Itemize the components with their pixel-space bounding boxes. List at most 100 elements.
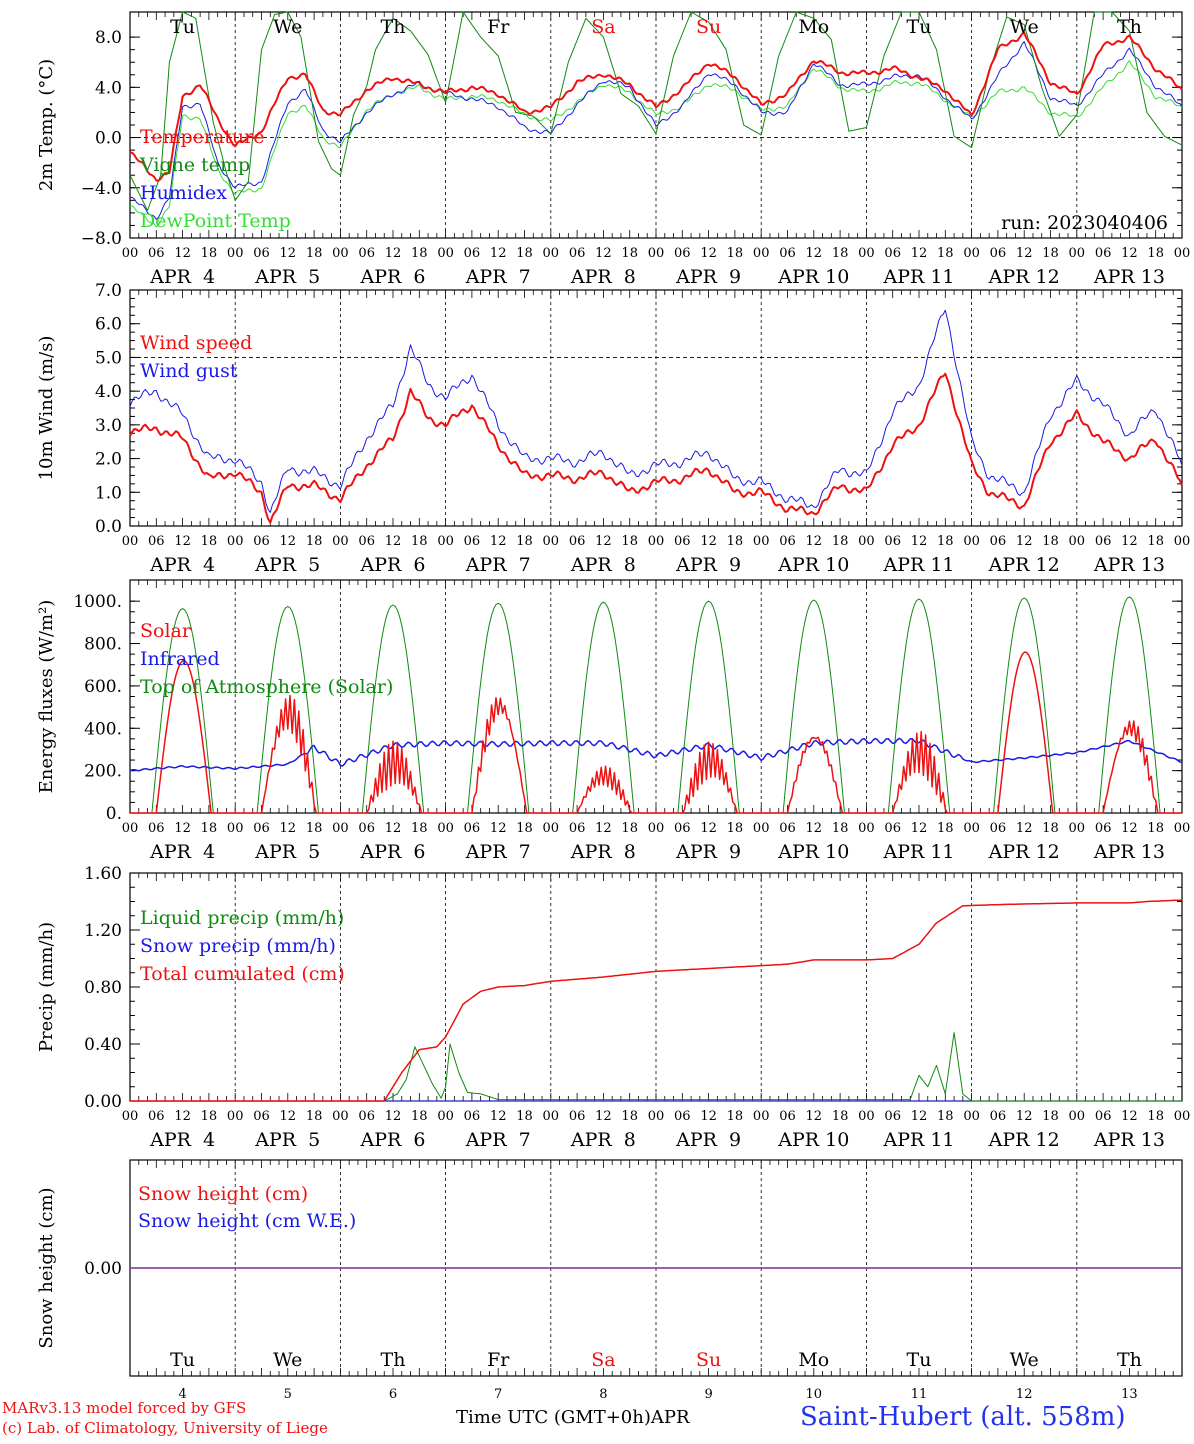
hour-tick-label: 06 (253, 821, 270, 836)
date-label: APR 8 (570, 266, 636, 288)
y-tick-label: 0.00 (84, 1092, 122, 1112)
hour-tick-label: 00 (753, 534, 770, 549)
hour-tick-label: 06 (779, 534, 796, 549)
hour-tick-label: 12 (700, 534, 717, 549)
date-label: APR 4 (149, 841, 215, 863)
series-line-temperature (129, 31, 1183, 182)
hour-tick-label: 06 (1095, 1109, 1112, 1124)
hour-tick-label: 12 (385, 534, 402, 549)
series-line-infrared (129, 737, 1183, 772)
date-label: APR 11 (882, 1129, 954, 1151)
hour-tick-label: 18 (832, 1109, 849, 1124)
weekday-label: Tu (907, 16, 932, 38)
hour-tick-label: 18 (621, 246, 638, 261)
y-tick-label: 0.0 (95, 129, 122, 149)
hour-tick-label: 06 (148, 246, 165, 261)
date-label: APR 7 (465, 1129, 531, 1151)
hour-tick-label: 12 (385, 246, 402, 261)
weekday-label: We (273, 1349, 302, 1371)
hour-tick-label: 18 (621, 534, 638, 549)
hour-tick-label: 12 (911, 1109, 928, 1124)
hour-tick-label: 12 (595, 534, 612, 549)
date-label: APR 11 (882, 554, 954, 576)
hour-tick-label: 18 (727, 246, 744, 261)
hour-tick-label: 12 (806, 534, 823, 549)
hour-tick-label: 06 (253, 246, 270, 261)
weekday-label: Tu (170, 16, 195, 38)
y-tick-label: 1.60 (84, 864, 122, 884)
hour-tick-label: 18 (937, 534, 954, 549)
hour-tick-label: 18 (201, 1109, 218, 1124)
hour-tick-label: 12 (595, 1109, 612, 1124)
series-line-wind-speed (129, 372, 1183, 524)
day-number-label: 6 (389, 1387, 397, 1402)
hour-tick-label: 00 (753, 821, 770, 836)
hour-tick-label: 00 (122, 246, 139, 261)
hour-tick-label: 12 (490, 1109, 507, 1124)
hour-tick-label: 00 (963, 534, 980, 549)
hour-tick-label: 06 (674, 1109, 691, 1124)
hour-tick-label: 12 (280, 534, 297, 549)
run-label: run: 2023040406 (1001, 212, 1168, 234)
hour-tick-label: 00 (1174, 821, 1191, 836)
hour-tick-label: 06 (148, 821, 165, 836)
hour-tick-label: 06 (990, 821, 1007, 836)
hour-tick-label: 18 (516, 534, 533, 549)
hour-tick-label: 12 (806, 1109, 823, 1124)
hour-tick-label: 12 (385, 821, 402, 836)
hour-tick-label: 12 (490, 821, 507, 836)
y-tick-label: 6.0 (95, 315, 122, 335)
hour-tick-label: 12 (174, 1109, 191, 1124)
hour-tick-label: 06 (358, 534, 375, 549)
series-line-total-cumulated-cm- (130, 899, 1183, 1102)
day-number-label: 11 (911, 1387, 928, 1402)
hour-tick-label: 06 (884, 1109, 901, 1124)
hour-tick-label: 00 (227, 246, 244, 261)
y-tick-label: 4.0 (95, 382, 122, 402)
legend-entry: Solar (140, 620, 192, 642)
legend-entry: Humidex (140, 182, 227, 204)
hour-tick-label: 06 (464, 821, 481, 836)
hour-tick-label: 18 (201, 246, 218, 261)
hour-tick-label: 12 (1016, 534, 1033, 549)
hour-tick-label: 06 (148, 534, 165, 549)
hour-tick-label: 00 (648, 1109, 665, 1124)
date-label: APR 4 (149, 1129, 215, 1151)
hour-tick-label: 06 (674, 246, 691, 261)
hour-tick-label: 18 (1042, 1109, 1059, 1124)
hour-tick-label: 18 (937, 821, 954, 836)
y-tick-label: 0. (106, 804, 122, 824)
hour-tick-label: 00 (543, 1109, 560, 1124)
weekday-label: Th (1117, 1349, 1142, 1371)
y-tick-label: 8.0 (95, 28, 122, 48)
hour-tick-label: 18 (201, 534, 218, 549)
weekday-label: We (1010, 1349, 1039, 1371)
hour-tick-label: 12 (280, 1109, 297, 1124)
hour-tick-label: 00 (437, 821, 454, 836)
hour-tick-label: 12 (174, 534, 191, 549)
hour-tick-label: 18 (306, 534, 323, 549)
legend-entry: Snow height (cm) (138, 1183, 308, 1205)
hour-tick-label: 12 (1121, 534, 1138, 549)
date-label: APR 10 (777, 554, 849, 576)
y-tick-label: 1000. (73, 592, 122, 612)
hour-tick-label: 18 (201, 821, 218, 836)
hour-tick-label: 00 (858, 1109, 875, 1124)
hour-tick-label: 00 (858, 534, 875, 549)
day-number-label: 10 (806, 1387, 823, 1402)
hour-tick-label: 06 (1095, 534, 1112, 549)
hour-tick-label: 12 (911, 534, 928, 549)
day-number-label: 4 (178, 1387, 186, 1402)
y-tick-label: 800. (84, 635, 122, 655)
hour-tick-label: 00 (963, 1109, 980, 1124)
y-tick-label: 1.0 (95, 483, 122, 503)
hour-tick-label: 00 (648, 534, 665, 549)
y-tick-label: −4.0 (81, 179, 122, 199)
hour-tick-label: 00 (437, 246, 454, 261)
weekday-label: Fr (487, 1349, 510, 1371)
date-label: APR 6 (360, 266, 426, 288)
legend-entry: Wind speed (140, 332, 252, 354)
hour-tick-label: 18 (937, 246, 954, 261)
legend-entry: Snow height (cm W.E.) (138, 1210, 356, 1232)
hour-tick-label: 00 (1174, 246, 1191, 261)
